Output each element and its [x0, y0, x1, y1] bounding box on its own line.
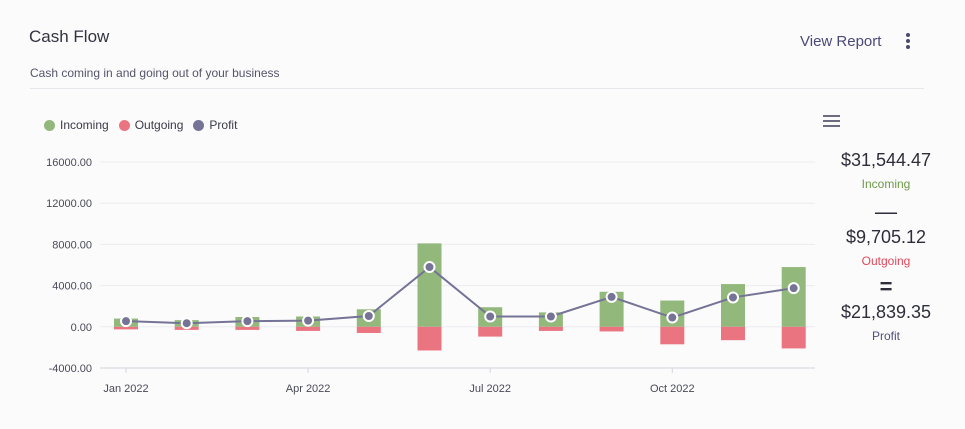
- legend-item-profit[interactable]: Profit: [193, 118, 237, 132]
- bar-outgoing: [721, 326, 745, 341]
- incoming-label: Incoming: [861, 177, 911, 191]
- profit-point: [544, 310, 557, 323]
- profit-point: [787, 282, 800, 295]
- profit-line: [125, 265, 794, 325]
- bar-outgoing: [781, 326, 806, 349]
- bar-incoming: [721, 284, 745, 327]
- bar-outgoing: [599, 326, 624, 332]
- view-report-link[interactable]: View Report: [800, 33, 882, 50]
- profit-point: [484, 310, 497, 323]
- profit-point: [666, 311, 679, 324]
- y-tick-label: 0.00: [71, 322, 92, 334]
- y-tick-label: 4000.00: [52, 281, 92, 293]
- bar-outgoing: [478, 326, 503, 337]
- header-divider: [30, 88, 924, 89]
- x-tick-label: Jan 2022: [103, 383, 148, 395]
- bar-outgoing: [235, 326, 260, 330]
- outgoing-amount: $9,705.12: [845, 227, 927, 247]
- card-title: Cash Flow: [29, 27, 110, 46]
- profit-point: [180, 317, 193, 330]
- profit-point: [302, 314, 315, 327]
- legend-item-outgoing[interactable]: Outgoing: [118, 118, 184, 132]
- legend-item-incoming[interactable]: Incoming: [44, 118, 109, 132]
- y-tick-label: 12000.00: [46, 198, 92, 210]
- outgoing-label: Outgoing: [861, 254, 911, 268]
- legend-swatch-outgoing: [118, 119, 130, 131]
- equals-sign: =: [879, 274, 893, 299]
- bar-outgoing: [660, 326, 685, 345]
- profit-amount: $21,839.35: [840, 302, 932, 322]
- bar-outgoing: [538, 326, 563, 331]
- profit-point: [120, 315, 132, 328]
- chart-menu-icon[interactable]: [823, 115, 840, 128]
- incoming-amount: $31,544.47: [840, 150, 932, 170]
- legend-swatch-profit: [193, 119, 205, 131]
- minus-sign: —: [875, 199, 897, 224]
- bar-incoming: [781, 267, 806, 327]
- legend-label-profit: Profit: [209, 118, 238, 132]
- y-tick-label: 8000.00: [52, 239, 92, 251]
- bar-outgoing: [356, 326, 381, 333]
- bar-incoming: [417, 243, 442, 327]
- bar-outgoing: [114, 326, 138, 330]
- profit-point: [423, 261, 436, 274]
- profit-point: [241, 315, 254, 328]
- legend-swatch-incoming: [44, 119, 55, 131]
- y-tick-label: 16000.00: [46, 157, 92, 169]
- legend-label-outgoing: Outgoing: [134, 118, 184, 132]
- card-subtitle: Cash coming in and going out of your bus…: [30, 66, 280, 80]
- x-tick-label: Jul 2022: [469, 383, 511, 395]
- more-options-icon[interactable]: [898, 30, 918, 52]
- profit-label: Profit: [871, 329, 900, 343]
- legend-label-incoming: Incoming: [60, 118, 109, 132]
- y-tick-label: -4000.00: [49, 363, 92, 375]
- profit-point: [362, 309, 375, 322]
- profit-point: [727, 291, 739, 304]
- bar-outgoing: [296, 326, 321, 331]
- x-tick-label: Oct 2022: [650, 383, 695, 395]
- profit-point: [605, 290, 618, 303]
- x-tick-label: Apr 2022: [286, 383, 331, 395]
- bar-outgoing: [417, 326, 442, 351]
- summary-panel: $31,544.47 Incoming — $9,705.12 Outgoing…: [826, 150, 946, 343]
- chart-legend: Incoming Outgoing Profit: [44, 118, 247, 132]
